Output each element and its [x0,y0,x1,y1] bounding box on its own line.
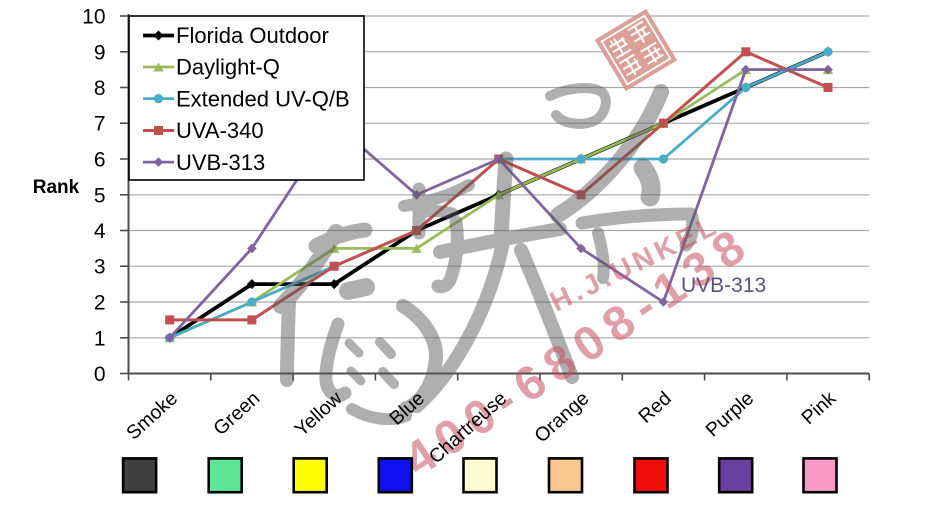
svg-text:9: 9 [94,41,106,64]
svg-text:Florida Outdoor: Florida Outdoor [176,23,329,48]
svg-text:10: 10 [82,6,105,29]
svg-text:4: 4 [94,220,106,243]
svg-text:UVA-340: UVA-340 [176,118,264,143]
svg-text:UVB-313: UVB-313 [176,150,265,175]
svg-text:2: 2 [94,292,106,315]
svg-text:Extended UV-Q/B: Extended UV-Q/B [176,86,350,111]
svg-text:0: 0 [94,363,106,386]
svg-text:Daylight-Q: Daylight-Q [176,55,280,80]
svg-text:3: 3 [94,256,106,279]
svg-text:1: 1 [94,327,106,350]
svg-text:Rank: Rank [33,177,80,198]
svg-text:5: 5 [94,184,106,207]
svg-text:6: 6 [94,149,106,172]
svg-text:7: 7 [94,113,106,136]
svg-text:8: 8 [94,77,106,100]
svg-text:UVB-313: UVB-313 [681,274,766,297]
